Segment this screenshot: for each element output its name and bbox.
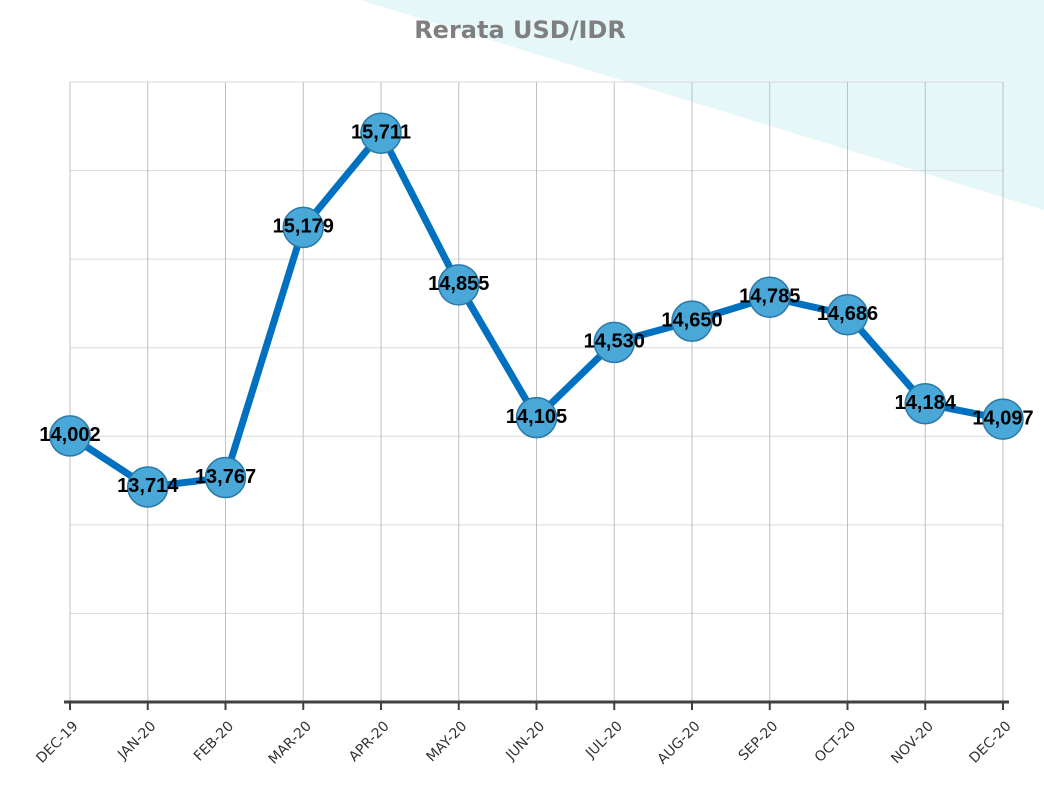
marker: [204, 456, 247, 499]
x-tick-label: DEC-20: [966, 718, 1014, 766]
marker: [515, 396, 558, 439]
marker: [749, 276, 791, 318]
marker: [360, 112, 402, 154]
x-tick-label: OCT-20: [812, 718, 859, 765]
data-label: 14,855: [428, 273, 489, 295]
marker: [982, 398, 1024, 440]
marker: [438, 264, 480, 306]
data-label: 13,767: [195, 466, 256, 488]
x-tick-label: MAY-20: [424, 718, 471, 765]
marker: [593, 321, 635, 364]
marker: [671, 300, 713, 342]
x-tick-label: APR-20: [346, 718, 393, 765]
marker: [904, 382, 946, 425]
x-tick-label: SEP-20: [736, 718, 782, 764]
x-tick-label: NOV-20: [888, 718, 937, 767]
x-tick-label: AUG-20: [654, 718, 703, 767]
marker: [49, 415, 91, 457]
data-label: 14,686: [817, 303, 878, 325]
data-label: 14,097: [972, 407, 1033, 429]
x-tick-label: DEC-19: [33, 718, 81, 766]
x-tick-label: FEB-20: [191, 718, 237, 764]
data-label: 15,711: [351, 121, 411, 143]
x-tick-label: JUL-20: [582, 718, 626, 762]
data-label: 14,184: [895, 392, 957, 414]
data-label: 15,179: [273, 216, 334, 238]
x-tick-label: JUN-20: [502, 718, 548, 764]
chart-title: Rerata USD/IDR: [414, 16, 626, 44]
data-label: 13,714: [117, 475, 179, 497]
data-label: 14,002: [39, 424, 100, 446]
data-label: 14,650: [661, 309, 722, 331]
data-label: 14,105: [506, 406, 567, 428]
data-label: 14,785: [739, 286, 800, 308]
data-label: 14,530: [584, 331, 645, 353]
x-tick-label: MAR-20: [266, 718, 315, 767]
background-shape: [360, 0, 1044, 210]
x-tick-label: JAN-20: [114, 718, 159, 763]
marker: [826, 294, 869, 336]
marker: [282, 206, 324, 249]
marker: [127, 466, 169, 508]
